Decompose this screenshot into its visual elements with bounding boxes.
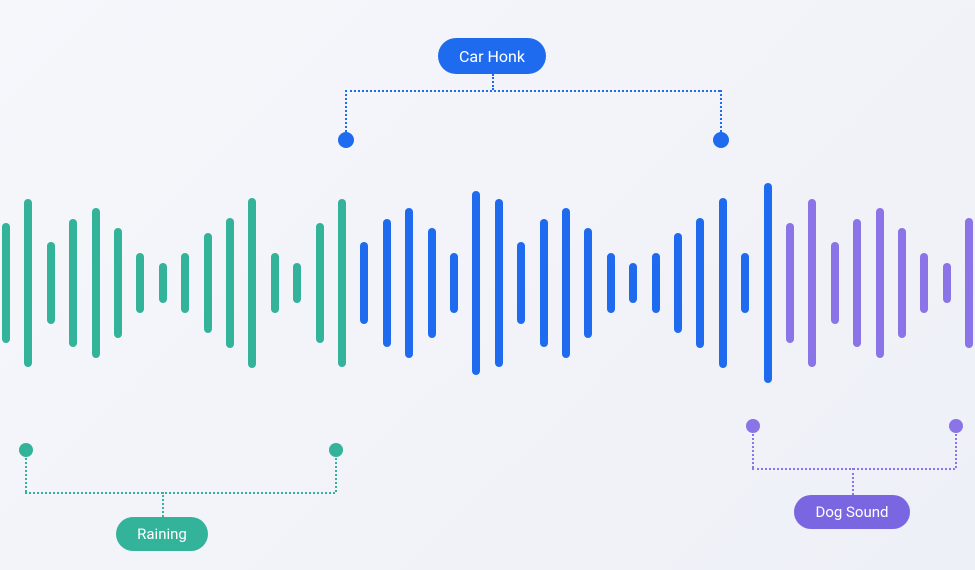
waveform-bar — [92, 208, 100, 358]
waveform-bar — [428, 228, 436, 338]
waveform-bar — [696, 218, 704, 348]
waveform-bar — [248, 198, 256, 368]
waveform-bar — [450, 253, 458, 313]
waveform-bar — [204, 233, 212, 333]
label-dog-sound-text: Dog Sound — [815, 503, 888, 521]
waveform-bar — [159, 263, 167, 303]
waveform-bar — [495, 199, 503, 367]
marker-raining-end — [329, 443, 343, 457]
waveform-bar — [741, 253, 749, 313]
waveform-bar — [383, 219, 391, 347]
waveform-bar — [719, 198, 727, 368]
waveform-bar — [965, 218, 973, 348]
waveform-bar — [607, 253, 615, 313]
waveform-bar — [114, 228, 122, 338]
bracket-line — [162, 492, 164, 517]
waveform-bar — [898, 228, 906, 338]
waveform-bar — [136, 253, 144, 313]
marker-dog-sound-start — [746, 419, 760, 433]
label-car-honk: Car Honk — [438, 38, 546, 74]
diagram-canvas: Car Honk Raining Dog Sound — [0, 0, 975, 570]
waveform-bar — [2, 223, 10, 343]
label-raining-text: Raining — [137, 525, 187, 543]
waveform-bar — [629, 263, 637, 303]
waveform-bar — [853, 219, 861, 347]
waveform-bar — [876, 208, 884, 358]
waveform-bar — [181, 253, 189, 313]
waveform-bar — [786, 223, 794, 343]
waveform-bar — [293, 263, 301, 303]
bracket-line — [492, 74, 494, 90]
waveform-bar — [338, 199, 346, 367]
label-car-honk-text: Car Honk — [459, 47, 525, 66]
waveform-bar — [271, 253, 279, 313]
marker-car-honk-start — [338, 132, 354, 148]
label-raining: Raining — [116, 517, 208, 551]
waveform-bar — [360, 242, 368, 324]
waveform-bar — [405, 208, 413, 358]
waveform-bar — [47, 242, 55, 324]
waveform-bar — [584, 228, 592, 338]
waveform-bar — [920, 253, 928, 313]
waveform-bar — [517, 242, 525, 324]
waveform-bar — [316, 223, 324, 343]
waveform-bar — [764, 183, 772, 383]
waveform-bar — [808, 199, 816, 367]
waveform-bar — [472, 191, 480, 375]
bracket-line — [852, 468, 854, 495]
waveform-bar — [69, 219, 77, 347]
waveform-bar — [24, 199, 32, 367]
waveform-bar — [943, 263, 951, 303]
waveform-bar — [540, 219, 548, 347]
waveform-bar — [674, 233, 682, 333]
marker-raining-start — [19, 443, 33, 457]
marker-dog-sound-end — [949, 419, 963, 433]
waveform-bar — [831, 242, 839, 324]
bracket-line — [345, 90, 720, 92]
waveform-bar — [562, 208, 570, 358]
waveform-bar — [652, 253, 660, 313]
label-dog-sound: Dog Sound — [794, 495, 910, 529]
marker-car-honk-end — [713, 132, 729, 148]
bracket-line — [25, 492, 335, 494]
waveform-bar — [226, 218, 234, 348]
